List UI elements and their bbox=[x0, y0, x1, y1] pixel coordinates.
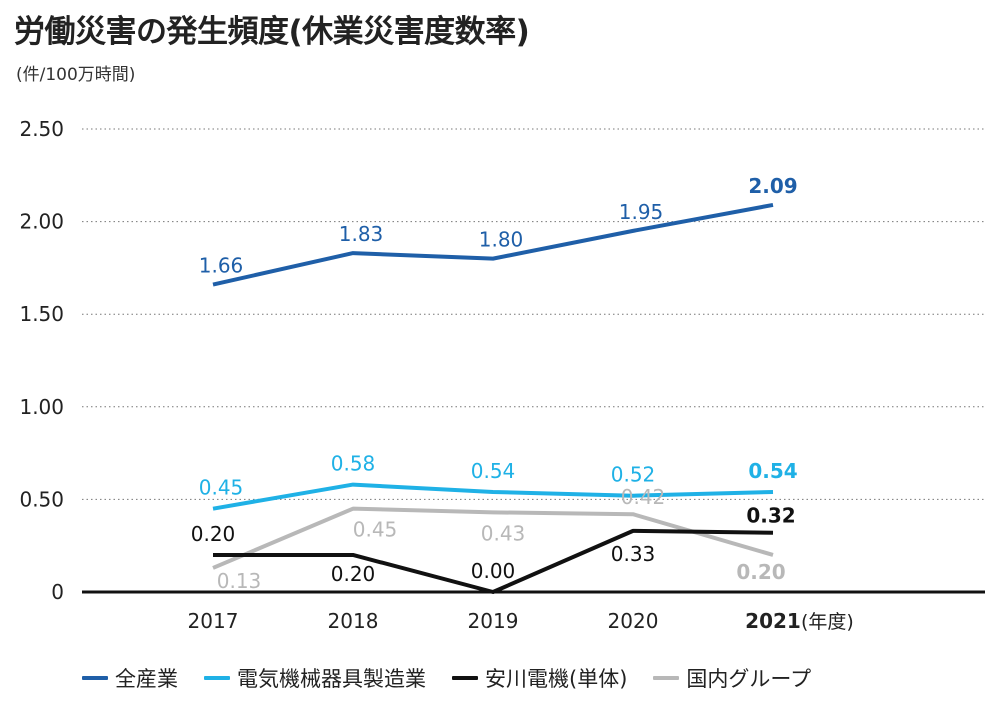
data-label: 0.54 bbox=[471, 459, 516, 483]
legend-label: 電気機械器具製造業 bbox=[237, 667, 426, 691]
legend-swatch bbox=[204, 676, 230, 680]
data-label: 0.20 bbox=[191, 522, 236, 546]
data-label: 2.09 bbox=[748, 174, 797, 198]
chart-title: 労働災害の発生頻度(休業災害度数率) bbox=[14, 14, 530, 50]
data-label: 0.00 bbox=[471, 559, 516, 583]
data-labels: 1.66 1.83 1.80 1.95 2.09 0.45 0.58 0.54 0.52 0.54… bbox=[191, 174, 798, 593]
legend-item: 電気機械器具製造業 bbox=[204, 663, 426, 693]
y-tick-label: 2.00 bbox=[19, 210, 64, 234]
y-tick-label: 1.00 bbox=[19, 395, 64, 419]
data-label: 1.80 bbox=[479, 228, 524, 252]
y-tick-label: 0.50 bbox=[19, 487, 64, 511]
legend-label: 国内グループ bbox=[686, 667, 812, 691]
y-tick-label: 2.50 bbox=[19, 117, 64, 141]
data-label: 0.42 bbox=[621, 485, 666, 509]
data-label: 1.95 bbox=[619, 200, 664, 224]
grid-lines bbox=[82, 128, 985, 594]
data-label: 0.45 bbox=[199, 476, 244, 500]
series-line bbox=[213, 528, 774, 594]
x-axis-unit: (年度) bbox=[801, 611, 854, 633]
data-label: 0.54 bbox=[748, 459, 797, 483]
legend-swatch bbox=[452, 676, 478, 680]
x-tick-label: 2019 bbox=[468, 609, 519, 633]
x-tick-label: 2018 bbox=[328, 609, 379, 633]
legend-swatch bbox=[653, 676, 680, 680]
legend-label: 安川電機(単体) bbox=[485, 667, 628, 691]
y-axis-ticks: 0 0.50 1.00 1.50 2.00 2.50 bbox=[19, 117, 64, 604]
legend-item: 安川電機(単体) bbox=[452, 663, 627, 693]
data-label: 1.83 bbox=[339, 222, 384, 246]
data-label: 0.20 bbox=[331, 562, 376, 586]
x-tick-label: 2017 bbox=[188, 609, 239, 633]
y-axis-unit: (件/100万時間) bbox=[16, 65, 136, 85]
series-line bbox=[212, 506, 774, 570]
series-line bbox=[212, 482, 774, 511]
line-chart: 00.501.001.502.002.50 2017 2018 2019 2020 20… bbox=[19, 117, 985, 633]
y-tick-label: 0 bbox=[51, 580, 64, 604]
data-label: 0.45 bbox=[353, 518, 398, 542]
x-tick-label: 2020 bbox=[608, 609, 659, 633]
legend-item: 全産業 bbox=[82, 663, 178, 693]
x-axis-ticks: 2017 2018 2019 2020 2021 (年度) bbox=[188, 609, 854, 633]
legend-item: 国内グループ bbox=[653, 663, 811, 693]
series-line bbox=[212, 202, 774, 287]
series-lines bbox=[212, 202, 774, 594]
data-label: 0.52 bbox=[611, 463, 656, 487]
data-label: 0.13 bbox=[217, 569, 262, 593]
x-tick-label: 2021 bbox=[745, 609, 801, 633]
data-label: 0.20 bbox=[736, 560, 785, 584]
data-label: 0.32 bbox=[746, 504, 795, 528]
legend-swatch bbox=[82, 676, 108, 680]
legend: 全産業 電気機械器具製造業 安川電機(単体) 国内グループ bbox=[82, 663, 837, 693]
legend-label: 全産業 bbox=[115, 667, 178, 691]
data-label: 0.33 bbox=[611, 542, 656, 566]
data-label: 0.43 bbox=[481, 521, 526, 545]
data-label: 1.66 bbox=[199, 254, 244, 278]
data-label: 0.58 bbox=[331, 452, 376, 476]
y-tick-label: 1.50 bbox=[19, 302, 64, 326]
